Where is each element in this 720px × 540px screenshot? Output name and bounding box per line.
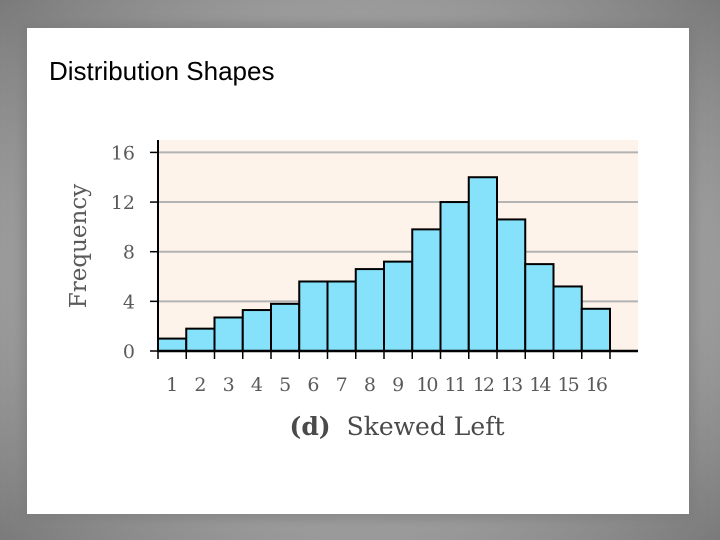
axes xyxy=(157,140,638,353)
bar-14 xyxy=(524,263,555,352)
x-tick-label: 11 xyxy=(445,374,465,396)
x-axis-caption-letter: (d) xyxy=(289,412,330,441)
bar-10 xyxy=(411,228,442,352)
x-tick-label: 2 xyxy=(194,374,206,396)
x-tick-label: 8 xyxy=(364,374,376,396)
x-tick-label: 1 xyxy=(166,374,178,396)
bar-2 xyxy=(185,327,216,352)
bar-16 xyxy=(580,307,611,352)
y-tick-labels: 0 4 8 12 16 xyxy=(111,142,158,363)
x-tick-label: 12 xyxy=(473,374,494,396)
x-tick-label: 9 xyxy=(392,374,404,396)
y-tick-label: 12 xyxy=(111,192,135,214)
bars xyxy=(157,176,611,353)
bar-13 xyxy=(496,218,527,352)
x-tick-label: 6 xyxy=(307,374,319,396)
bar-6 xyxy=(298,280,329,352)
slide-title: Distribution Shapes xyxy=(49,56,275,86)
bar-12 xyxy=(467,176,498,352)
y-axis-label: Frequency xyxy=(66,184,92,308)
bar-1 xyxy=(157,337,188,352)
x-tick-label: 3 xyxy=(223,374,235,396)
x-axis-caption-text: Skewed Left xyxy=(347,412,505,441)
x-tick-label: 15 xyxy=(558,374,579,396)
x-tick-label: 16 xyxy=(586,374,607,396)
x-tick-label: 7 xyxy=(336,374,348,396)
y-tick-label: 4 xyxy=(123,291,135,313)
y-tick-label: 8 xyxy=(123,242,135,264)
bar-4 xyxy=(241,309,272,352)
x-axis-caption: (d) Skewed Left xyxy=(289,412,504,441)
bar-7 xyxy=(326,280,357,352)
x-tick-label: 14 xyxy=(529,374,551,396)
x-tick-label: 13 xyxy=(501,374,522,396)
y-tick-label: 0 xyxy=(123,341,135,363)
bar-15 xyxy=(552,285,583,353)
bar-9 xyxy=(383,260,414,352)
bar-3 xyxy=(213,316,244,352)
y-tick-label: 16 xyxy=(111,142,135,164)
x-tick-label: 4 xyxy=(251,374,263,396)
x-tick-label: 5 xyxy=(279,374,291,396)
bar-8 xyxy=(354,268,385,353)
bar-5 xyxy=(270,302,301,353)
x-tick-label: 10 xyxy=(416,374,437,396)
bar-11 xyxy=(439,201,470,352)
x-tick-labels: 1 2 3 4 5 6 7 8 9 10 11 12 13 14 15 16 xyxy=(157,351,611,396)
